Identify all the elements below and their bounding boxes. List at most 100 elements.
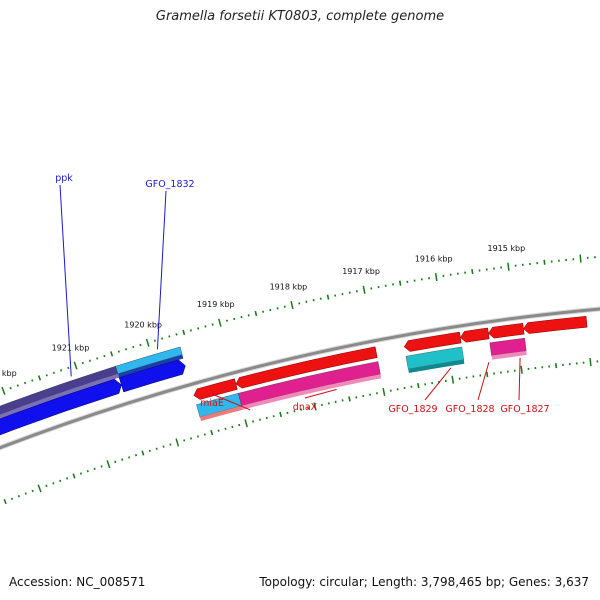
tick-label: 1920 kbp	[124, 320, 162, 329]
outer-tick	[254, 310, 258, 317]
inner-tick	[238, 423, 241, 427]
inner-tick	[589, 358, 592, 367]
outer-tick	[182, 329, 186, 336]
tick-label: 1921 kbp	[52, 343, 90, 352]
accession-label: Accession: NC_008571	[9, 575, 146, 589]
reverse-leader-line	[518, 357, 521, 401]
inner-tick	[37, 484, 42, 493]
gene-label-reverse: GFO_1829	[388, 404, 437, 415]
inner-tick	[86, 469, 89, 473]
inner-tick	[134, 453, 138, 457]
inner-tick	[106, 460, 111, 469]
inner-tick	[148, 449, 151, 453]
inner-tick	[217, 429, 220, 432]
tick-label: 1915 kbp	[487, 244, 525, 253]
inner-tick	[175, 438, 180, 447]
inner-tick	[231, 425, 234, 429]
reverse-leader-line	[304, 388, 337, 399]
inner-tick	[10, 497, 14, 501]
tick-label: 1917 kbp	[342, 267, 380, 276]
inner-tick	[244, 419, 248, 428]
inner-tick	[141, 450, 145, 456]
outer-tick	[16, 384, 19, 387]
inner-tick	[224, 427, 227, 430]
inner-tick	[382, 387, 386, 397]
outer-tick	[103, 354, 106, 358]
outer-tick	[9, 387, 12, 390]
outer-tick	[161, 337, 164, 340]
inner-tick	[554, 363, 558, 369]
forward-gene-underline	[117, 354, 184, 378]
outer-tick	[211, 323, 214, 326]
tick-label: 1919 kbp	[197, 300, 235, 309]
inner-tick	[24, 492, 27, 495]
gene-labels: ppk GFO_1832 miaE dnaX GFO_1829 GFO_1828 GFO_1…	[55, 173, 549, 415]
outer-tick	[60, 369, 63, 372]
tick-label: 1922 kbp	[0, 369, 17, 378]
outer-tick	[117, 350, 120, 353]
reverse-cds-arrow	[235, 346, 378, 389]
tick-label: 1916 kbp	[415, 254, 453, 263]
inner-tick	[190, 437, 193, 440]
reverse-leader-line	[211, 393, 251, 411]
tick-label: 1918 kbp	[270, 282, 308, 291]
inner-tick	[79, 472, 82, 475]
outer-tick	[132, 345, 135, 349]
inner-tick	[93, 467, 96, 471]
outer-tick	[52, 371, 56, 375]
inner-tick	[52, 482, 55, 485]
outer-tick	[81, 361, 84, 365]
inner-tick	[17, 494, 21, 498]
inner-tick	[72, 473, 76, 479]
inner-tick	[100, 465, 103, 468]
reverse-cds-arrow	[488, 322, 525, 339]
reverse-cds-arrow	[460, 327, 490, 343]
gene-label-reverse: GFO_1827	[500, 404, 549, 415]
forward-cds-arrow	[118, 359, 186, 393]
outer-tick	[96, 357, 99, 360]
backbone-layer	[0, 306, 600, 451]
outer-tick	[88, 359, 92, 362]
inner-tick-ring	[3, 358, 599, 505]
gene-label-forward: GFO_1832	[145, 179, 194, 190]
outer-tick	[175, 333, 178, 336]
outer-tick	[31, 379, 34, 382]
outer-tick	[153, 339, 156, 342]
outer-tick	[145, 338, 150, 347]
inner-tick	[279, 411, 282, 418]
label-leader-lines	[59, 184, 521, 411]
inner-tick	[210, 429, 214, 436]
gene-label-reverse: GFO_1828	[445, 404, 494, 415]
forward-cds-arrow	[0, 378, 122, 436]
forward-leader-line	[156, 190, 167, 350]
outer-tick	[579, 254, 582, 263]
inner-tick	[155, 447, 158, 450]
inner-tick	[31, 489, 34, 493]
outer-tick	[23, 381, 27, 385]
inner-tick	[114, 460, 117, 464]
reverse-leader-line	[477, 361, 490, 401]
outer-tick	[543, 259, 546, 265]
inner-tick	[183, 439, 186, 442]
outer-tick	[37, 375, 42, 381]
outer-tick	[218, 318, 222, 327]
inner-tick	[451, 375, 455, 384]
genome-backbone	[0, 307, 600, 450]
inner-tick	[59, 479, 62, 483]
outer-tick	[139, 343, 142, 347]
inner-tick	[121, 458, 124, 461]
inner-tick	[520, 365, 523, 374]
outer-tick	[125, 348, 128, 351]
reverse-gene-underline	[241, 374, 382, 410]
reverse-gene-underline	[408, 359, 465, 374]
reverse-gene-underline	[199, 405, 243, 422]
gene-label-forward: ppk	[55, 173, 73, 184]
outer-tick	[197, 327, 200, 330]
inner-tick	[486, 371, 489, 378]
outer-tick	[189, 329, 193, 332]
inner-tick	[313, 402, 317, 411]
inner-tick	[169, 443, 172, 446]
inner-tick	[162, 445, 165, 448]
outer-tick	[434, 272, 438, 282]
inner-tick	[348, 396, 351, 402]
